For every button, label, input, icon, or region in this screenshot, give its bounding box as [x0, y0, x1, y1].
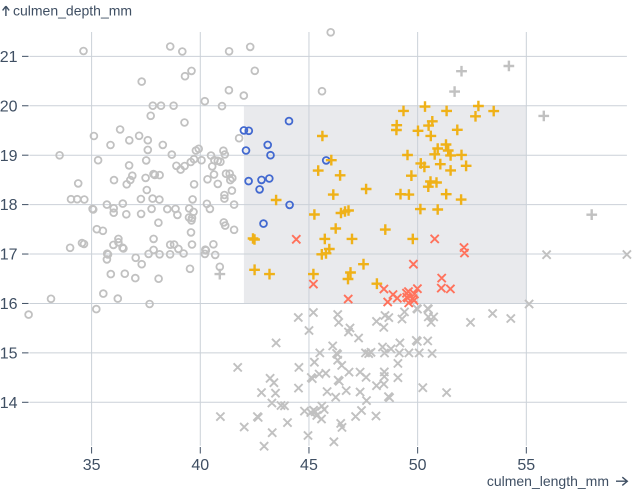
- svg-text:20: 20: [0, 98, 18, 115]
- svg-text:14: 14: [0, 395, 18, 412]
- svg-text:culmen_depth_mm: culmen_depth_mm: [13, 3, 132, 19]
- svg-text:18: 18: [0, 197, 18, 214]
- svg-text:21: 21: [0, 49, 18, 66]
- svg-text:50: 50: [409, 457, 427, 474]
- svg-text:17: 17: [0, 247, 18, 264]
- svg-text:55: 55: [517, 457, 535, 474]
- svg-text:culmen_length_mm: culmen_length_mm: [487, 473, 609, 489]
- svg-text:19: 19: [0, 148, 18, 165]
- svg-text:40: 40: [191, 457, 209, 474]
- svg-text:15: 15: [0, 345, 18, 362]
- svg-text:16: 16: [0, 296, 18, 313]
- svg-text:35: 35: [83, 457, 101, 474]
- svg-text:45: 45: [300, 457, 318, 474]
